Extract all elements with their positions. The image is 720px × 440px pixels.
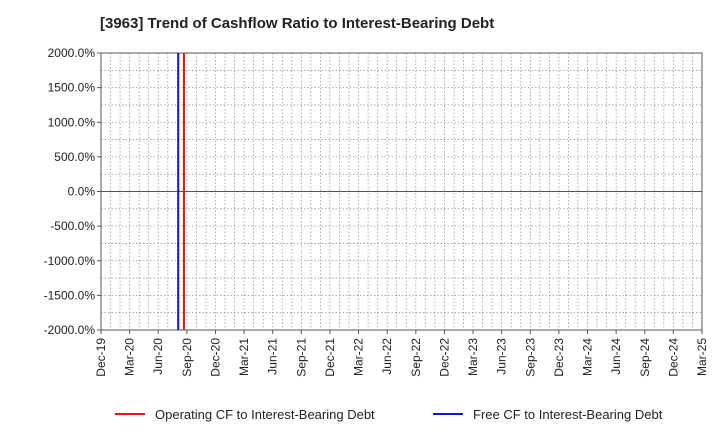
y-tick-label: 2000.0%: [48, 46, 96, 60]
x-tick-label: Sep-24: [638, 338, 652, 377]
series-lines: [177, 53, 185, 330]
grid: [101, 53, 702, 330]
x-tick-label: Mar-24: [581, 338, 595, 376]
y-tick-label: 1500.0%: [48, 81, 96, 95]
x-tick-label: Mar-22: [352, 338, 366, 376]
x-tick-label: Jun-22: [380, 338, 394, 375]
x-tick-label: Mar-23: [466, 338, 480, 376]
x-tick-label: Sep-23: [523, 338, 537, 377]
y-tick-label: -500.0%: [50, 219, 95, 233]
x-tick-label: Dec-19: [94, 338, 108, 377]
x-tick-label: Dec-23: [552, 338, 566, 377]
x-tick-label: Jun-21: [266, 338, 280, 375]
x-tick-labels: Dec-19 Mar-20 Jun-20 Sep-20 Dec-20 Mar-21 Jun-…: [94, 330, 709, 377]
legend-operating-cf-label: Operating CF to Interest-Bearing Debt: [155, 407, 375, 422]
x-tick-label: Sep-20: [180, 338, 194, 377]
chart-title: [3963] Trend of Cashflow Ratio to Intere…: [100, 15, 495, 32]
y-tick-labels: 2000.0% 1500.0% 1000.0% 500.0% 0.0% -500.0% -1…: [44, 46, 101, 337]
legend-free-cf-label: Free CF to Interest-Bearing Debt: [473, 407, 663, 422]
x-tick-label: Mar-25: [695, 338, 709, 376]
x-tick-label: Dec-20: [208, 338, 222, 377]
x-tick-label: Sep-22: [409, 338, 423, 377]
y-tick-label: 1000.0%: [48, 115, 96, 129]
x-tick-label: Dec-22: [437, 338, 451, 377]
y-tick-label: -2000.0%: [44, 323, 96, 337]
y-tick-label: -1000.0%: [44, 254, 96, 268]
y-tick-label: 500.0%: [54, 150, 95, 164]
x-tick-label: Dec-24: [666, 338, 680, 377]
x-tick-label: Mar-21: [237, 338, 251, 376]
x-tick-label: Dec-21: [323, 338, 337, 377]
x-tick-label: Sep-21: [294, 338, 308, 377]
x-tick-label: Mar-20: [123, 338, 137, 376]
y-tick-label: 0.0%: [68, 185, 96, 199]
legend: Operating CF to Interest-Bearing Debt Fre…: [115, 407, 663, 422]
x-tick-label: Jun-24: [609, 338, 623, 375]
x-tick-label: Jun-20: [151, 338, 165, 375]
axes: [100, 52, 703, 331]
y-tick-label: -1500.0%: [44, 288, 96, 302]
x-tick-label: Jun-23: [495, 338, 509, 375]
